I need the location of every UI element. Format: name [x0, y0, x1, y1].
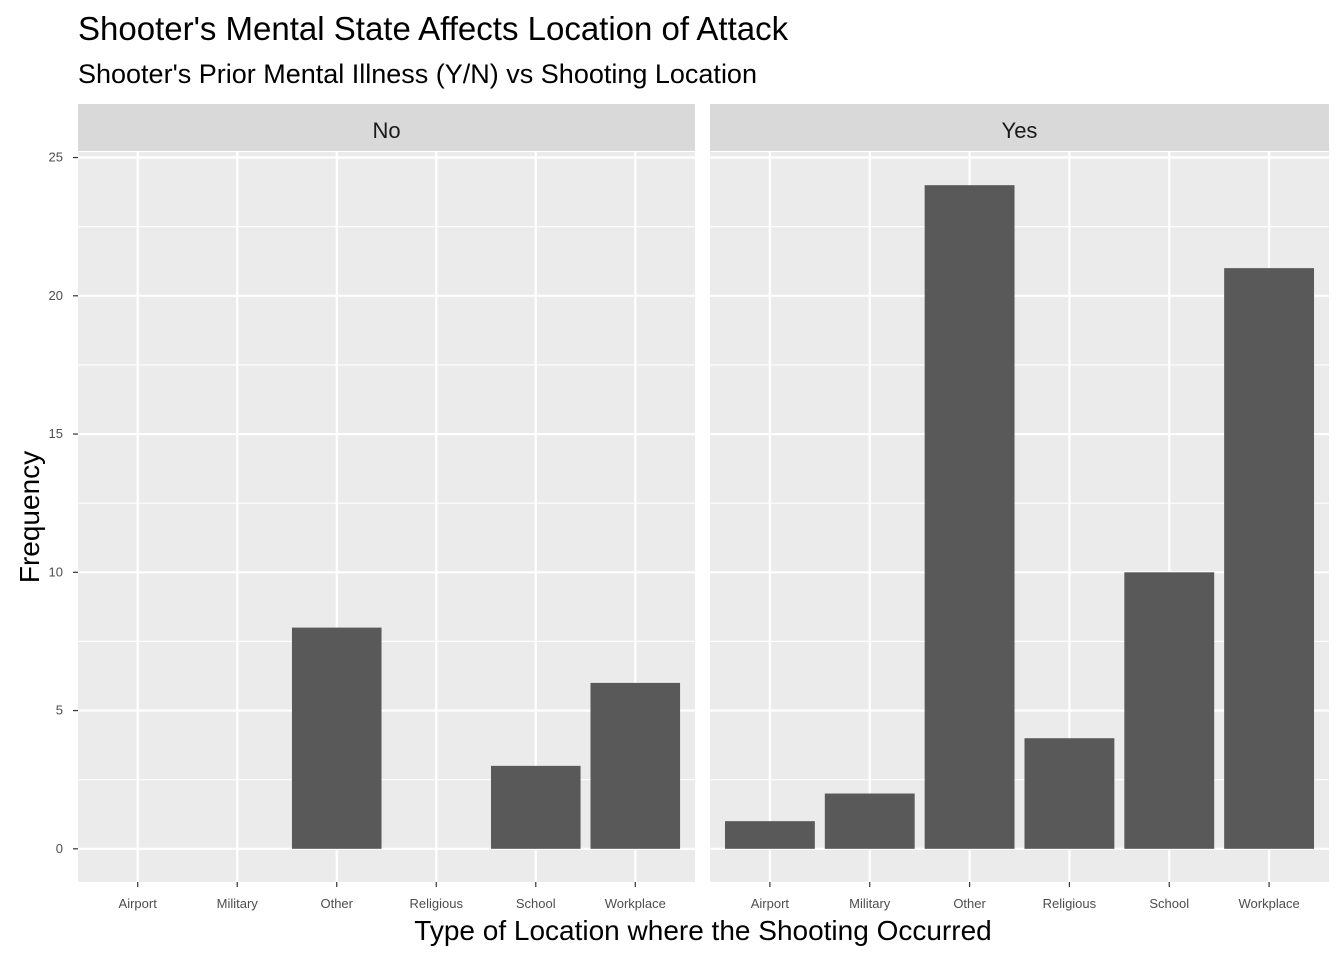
bar-yes-religious[interactable] [1024, 738, 1115, 849]
x-axis-title: Type of Location where the Shooting Occu… [414, 915, 991, 946]
facet-strip-yes [710, 104, 1329, 151]
facet-label-yes: Yes [1002, 118, 1038, 143]
y-tick-label: 10 [49, 564, 63, 579]
y-tick-label: 0 [56, 841, 63, 856]
x-tick-label: Other [953, 896, 986, 911]
x-tick-label: Religious [1043, 896, 1097, 911]
bar-no-school[interactable] [490, 765, 581, 849]
bar-no-workplace[interactable] [590, 682, 681, 849]
x-tick-label: Military [217, 896, 259, 911]
facet-label-no: No [372, 118, 400, 143]
x-tick-label: Airport [751, 896, 790, 911]
y-tick-label: 20 [49, 288, 63, 303]
bar-yes-other[interactable] [924, 185, 1015, 849]
x-tick-label: Workplace [605, 896, 666, 911]
x-tick-label: Airport [119, 896, 158, 911]
bar-yes-military[interactable] [824, 793, 915, 849]
x-tick-label: School [1149, 896, 1189, 911]
y-axis-title: Frequency [14, 451, 45, 583]
bar-yes-school[interactable] [1124, 572, 1215, 849]
x-tick-label: School [516, 896, 556, 911]
chart-subtitle: Shooter's Prior Mental Illness (Y/N) vs … [78, 59, 757, 89]
y-tick-label: 15 [49, 426, 63, 441]
chart-title: Shooter's Mental State Affects Location … [78, 10, 789, 47]
y-tick-label: 5 [56, 703, 63, 718]
x-tick-label: Other [320, 896, 353, 911]
bar-yes-workplace[interactable] [1224, 268, 1315, 849]
x-tick-label: Religious [410, 896, 464, 911]
y-tick-label: 25 [49, 150, 63, 165]
x-tick-label: Military [849, 896, 891, 911]
bar-yes-airport[interactable] [724, 821, 815, 849]
facet-strip-no [78, 104, 695, 151]
x-tick-label: Workplace [1239, 896, 1300, 911]
bar-no-other[interactable] [291, 627, 382, 849]
